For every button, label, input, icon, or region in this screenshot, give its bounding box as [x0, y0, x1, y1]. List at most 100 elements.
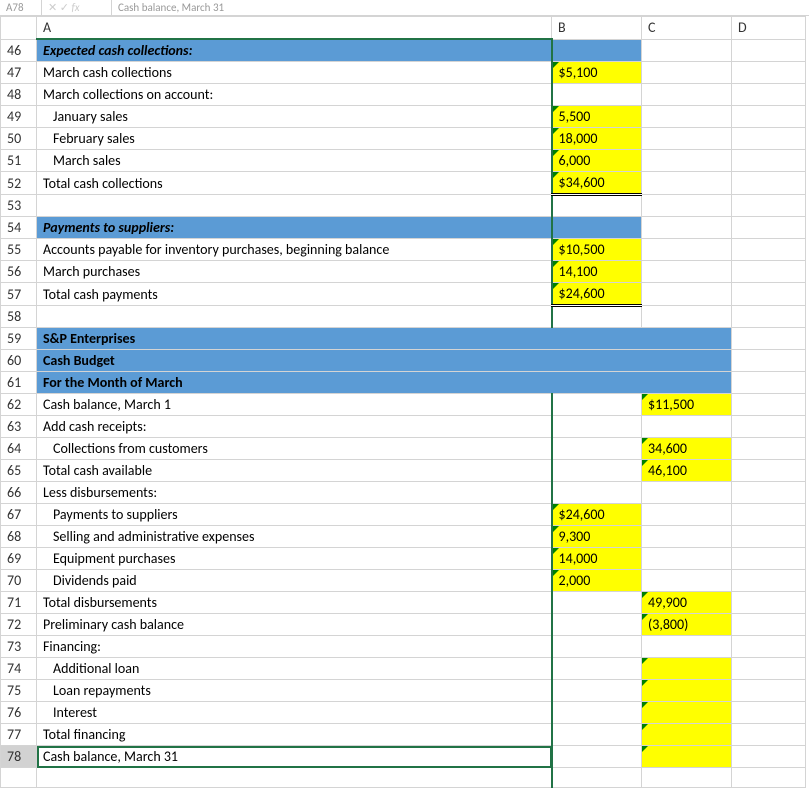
- cell[interactable]: [552, 636, 642, 658]
- cell[interactable]: 14,100: [552, 261, 642, 283]
- cell[interactable]: Equipment purchases: [37, 548, 552, 570]
- cell[interactable]: [732, 261, 806, 283]
- row-header[interactable]: 77: [1, 724, 37, 746]
- cell[interactable]: $24,600: [552, 504, 642, 526]
- row-header[interactable]: 72: [1, 614, 37, 636]
- cell[interactable]: [732, 128, 806, 150]
- cell[interactable]: Expected cash collections:: [37, 39, 552, 62]
- cell[interactable]: [552, 39, 642, 62]
- title-cell[interactable]: Cash Budget: [37, 350, 732, 372]
- cell[interactable]: Total cash payments: [37, 283, 552, 306]
- cell[interactable]: [642, 482, 732, 504]
- cell[interactable]: [552, 768, 642, 788]
- row-header[interactable]: 63: [1, 416, 37, 438]
- cell[interactable]: [732, 172, 806, 195]
- cell[interactable]: Total cash collections: [37, 172, 552, 195]
- cell[interactable]: [642, 84, 732, 106]
- cell[interactable]: Add cash receipts:: [37, 416, 552, 438]
- row-header[interactable]: 49: [1, 106, 37, 128]
- row-header[interactable]: 50: [1, 128, 37, 150]
- cell[interactable]: [642, 768, 732, 788]
- cell[interactable]: [732, 438, 806, 460]
- cell[interactable]: 46,100: [642, 460, 732, 482]
- row-header[interactable]: 51: [1, 150, 37, 172]
- cell[interactable]: [642, 548, 732, 570]
- row-header[interactable]: 73: [1, 636, 37, 658]
- cell[interactable]: [642, 680, 732, 702]
- row-header[interactable]: 55: [1, 239, 37, 261]
- cell[interactable]: [642, 306, 732, 328]
- cell[interactable]: 18,000: [552, 128, 642, 150]
- cell[interactable]: [732, 768, 806, 788]
- cell[interactable]: Accounts payable for inventory purchases…: [37, 239, 552, 261]
- cell[interactable]: [642, 62, 732, 84]
- cell[interactable]: [642, 39, 732, 62]
- cell[interactable]: Loan repayments: [37, 680, 552, 702]
- row-header[interactable]: 60: [1, 350, 37, 372]
- cell[interactable]: [732, 636, 806, 658]
- row-header[interactable]: 66: [1, 482, 37, 504]
- cell[interactable]: [552, 460, 642, 482]
- cell[interactable]: $5,100: [552, 62, 642, 84]
- cell[interactable]: (3,800): [642, 614, 732, 636]
- cell[interactable]: [732, 680, 806, 702]
- cell[interactable]: [552, 746, 642, 768]
- row-header[interactable]: 59: [1, 328, 37, 350]
- row-header[interactable]: 70: [1, 570, 37, 592]
- col-header-a[interactable]: A: [37, 17, 552, 40]
- cell[interactable]: [552, 482, 642, 504]
- row-header[interactable]: 58: [1, 306, 37, 328]
- cell[interactable]: [642, 504, 732, 526]
- row-header[interactable]: 57: [1, 283, 37, 306]
- cell[interactable]: [732, 592, 806, 614]
- cell[interactable]: [732, 702, 806, 724]
- row-header[interactable]: 61: [1, 372, 37, 394]
- cell[interactable]: [642, 658, 732, 680]
- row-header[interactable]: 71: [1, 592, 37, 614]
- cell[interactable]: [732, 482, 806, 504]
- row-header[interactable]: 52: [1, 172, 37, 195]
- cell[interactable]: [642, 416, 732, 438]
- cell[interactable]: $24,600: [552, 283, 642, 306]
- cell[interactable]: [642, 128, 732, 150]
- cell[interactable]: [642, 217, 732, 239]
- cell[interactable]: [732, 570, 806, 592]
- cell[interactable]: [552, 416, 642, 438]
- row-header[interactable]: 75: [1, 680, 37, 702]
- col-header-b[interactable]: B: [552, 17, 642, 40]
- cell[interactable]: [552, 217, 642, 239]
- cell[interactable]: [732, 746, 806, 768]
- cell[interactable]: [552, 658, 642, 680]
- row-header[interactable]: 78: [1, 746, 37, 768]
- cell[interactable]: [642, 195, 732, 217]
- title-cell[interactable]: For the Month of March: [37, 372, 732, 394]
- cell[interactable]: Total disbursements: [37, 592, 552, 614]
- select-all-corner[interactable]: [1, 17, 37, 40]
- cell[interactable]: [732, 548, 806, 570]
- cell[interactable]: March sales: [37, 150, 552, 172]
- cell[interactable]: 34,600: [642, 438, 732, 460]
- row-header[interactable]: 67: [1, 504, 37, 526]
- cell[interactable]: 14,000: [552, 548, 642, 570]
- cell[interactable]: March collections on account:: [37, 84, 552, 106]
- cell[interactable]: [732, 217, 806, 239]
- cell[interactable]: [732, 460, 806, 482]
- fx-icon[interactable]: fx: [71, 1, 79, 14]
- cell[interactable]: March purchases: [37, 261, 552, 283]
- cell[interactable]: Total cash available: [37, 460, 552, 482]
- cell[interactable]: Selling and administrative expenses: [37, 526, 552, 548]
- title-cell[interactable]: S&P Enterprises: [37, 328, 732, 350]
- row-header[interactable]: 69: [1, 548, 37, 570]
- cell[interactable]: [732, 84, 806, 106]
- cell[interactable]: [732, 658, 806, 680]
- cell[interactable]: [732, 106, 806, 128]
- cell[interactable]: [732, 328, 806, 350]
- cell[interactable]: [642, 636, 732, 658]
- cell[interactable]: 5,500: [552, 106, 642, 128]
- cell[interactable]: Dividends paid: [37, 570, 552, 592]
- cell[interactable]: [642, 106, 732, 128]
- row-header[interactable]: 53: [1, 195, 37, 217]
- row-header[interactable]: 46: [1, 39, 37, 62]
- col-header-d[interactable]: D: [732, 17, 806, 40]
- cell[interactable]: [642, 746, 732, 768]
